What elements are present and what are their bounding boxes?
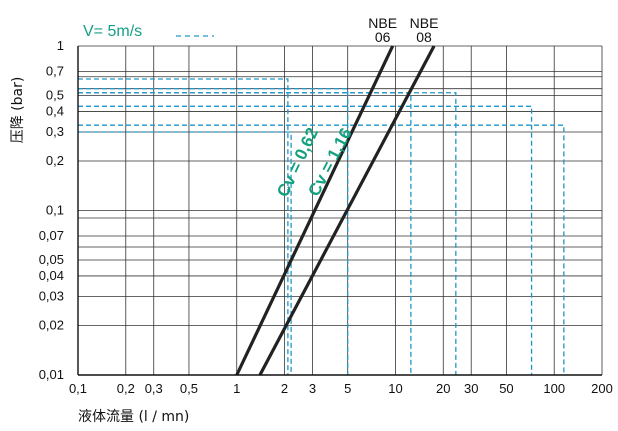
x-tick-labels: 0,1 0,2 0,3 0,5 1 2 3 5 10 20 30 50 100 200 bbox=[69, 381, 613, 396]
y-tick-label: 0,04 bbox=[39, 268, 64, 283]
reference-dashed-line bbox=[78, 105, 533, 375]
y-tick-label: 0,1 bbox=[46, 203, 64, 218]
y-tick-label: 0,7 bbox=[46, 63, 64, 78]
reference-dashed-line bbox=[78, 124, 565, 375]
series-line bbox=[235, 45, 395, 376]
legend: V= 5m/s bbox=[83, 23, 214, 40]
x-tick-label: 0,2 bbox=[117, 381, 135, 396]
y-tick-label: 0,03 bbox=[39, 289, 64, 304]
reference-dashed-line bbox=[78, 92, 412, 375]
reference-dashed-line bbox=[78, 88, 349, 375]
x-tick-label: 2 bbox=[281, 381, 288, 396]
y-tick-label: 1 bbox=[57, 38, 64, 53]
y-tick-label: 0,3 bbox=[46, 124, 64, 139]
series-name-label: 06 bbox=[375, 29, 391, 45]
x-tick-label: 0,5 bbox=[180, 381, 198, 396]
x-tick-label: 100 bbox=[543, 381, 565, 396]
series-lines bbox=[235, 45, 436, 376]
legend-label: V= 5m/s bbox=[83, 23, 142, 40]
y-tick-label: 0,01 bbox=[39, 367, 64, 382]
y-tick-label: 0,4 bbox=[46, 103, 64, 118]
series-name-label: NBE bbox=[410, 15, 439, 31]
y-tick-label: 0,02 bbox=[39, 317, 64, 332]
y-tick-label: 0,07 bbox=[39, 228, 64, 243]
plot-frame bbox=[77, 46, 602, 376]
reference-dashed-line bbox=[78, 78, 289, 375]
x-tick-label: 10 bbox=[388, 381, 402, 396]
reference-lines bbox=[78, 78, 565, 375]
reference-dashed-line bbox=[78, 131, 292, 375]
y-tick-label: 0,2 bbox=[46, 153, 64, 168]
x-tick-label: 0,1 bbox=[69, 381, 87, 396]
x-tick-label: 1 bbox=[233, 381, 240, 396]
x-tick-label: 200 bbox=[591, 381, 613, 396]
reference-dashed-line bbox=[78, 92, 457, 375]
x-tick-label: 3 bbox=[309, 381, 316, 396]
y-tick-label: 0,05 bbox=[39, 252, 64, 267]
y-tick-label: 0,5 bbox=[46, 88, 64, 103]
x-tick-label: 5 bbox=[344, 381, 351, 396]
x-tick-label: 20 bbox=[436, 381, 450, 396]
y-tick-labels: 0,01 0,02 0,03 0,040,05 0,07 0,1 0,2 0,3 0,40,5 0… bbox=[39, 38, 64, 382]
x-tick-label: 50 bbox=[499, 381, 513, 396]
x-axis-title: 液体流量 (l / mn) bbox=[78, 409, 189, 425]
grid bbox=[77, 45, 603, 376]
series-name-label: 08 bbox=[416, 29, 432, 45]
x-tick-label: 30 bbox=[464, 381, 478, 396]
series-name-label: NBE bbox=[368, 15, 397, 31]
y-axis-title: 压降 (bar) bbox=[10, 77, 26, 144]
x-tick-label: 0,3 bbox=[145, 381, 163, 396]
series-line bbox=[258, 45, 436, 376]
